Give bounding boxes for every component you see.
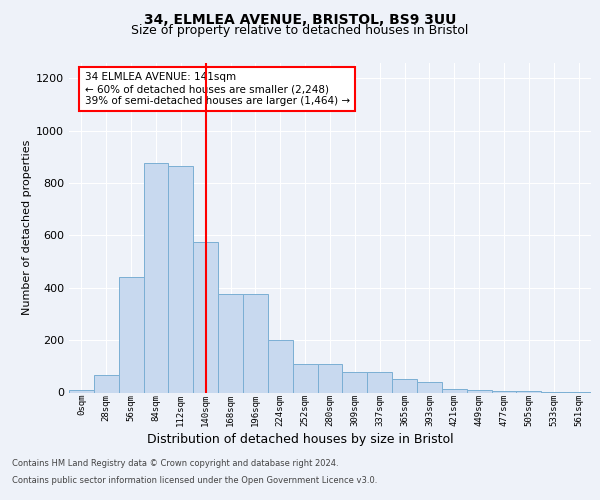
Text: Contains HM Land Registry data © Crown copyright and database right 2024.: Contains HM Land Registry data © Crown c… (12, 458, 338, 468)
Text: 34, ELMLEA AVENUE, BRISTOL, BS9 3UU: 34, ELMLEA AVENUE, BRISTOL, BS9 3UU (144, 12, 456, 26)
Bar (367, 372, 392, 392)
Text: Distribution of detached houses by size in Bristol: Distribution of detached houses by size … (146, 432, 454, 446)
Bar (442, 388, 467, 392)
Bar (517, 391, 541, 392)
Text: Contains public sector information licensed under the Open Government Licence v3: Contains public sector information licen… (12, 476, 377, 485)
Y-axis label: Number of detached properties: Number of detached properties (22, 140, 32, 315)
Bar (119, 278, 143, 392)
Bar (491, 391, 517, 392)
Bar (317, 364, 343, 392)
Bar (94, 376, 119, 392)
Text: 34 ELMLEA AVENUE: 141sqm
← 60% of detached houses are smaller (2,248)
39% of sem: 34 ELMLEA AVENUE: 141sqm ← 60% of detach… (85, 72, 350, 106)
Bar (69, 390, 94, 392)
Bar (143, 164, 169, 392)
Bar (343, 372, 367, 392)
Text: Size of property relative to detached houses in Bristol: Size of property relative to detached ho… (131, 24, 469, 37)
Bar (392, 380, 417, 392)
Bar (243, 294, 268, 392)
Bar (169, 166, 193, 392)
Bar (218, 294, 243, 392)
Bar (193, 242, 218, 392)
Bar (417, 382, 442, 392)
Bar (293, 364, 317, 392)
Bar (268, 340, 293, 392)
Bar (467, 390, 491, 392)
